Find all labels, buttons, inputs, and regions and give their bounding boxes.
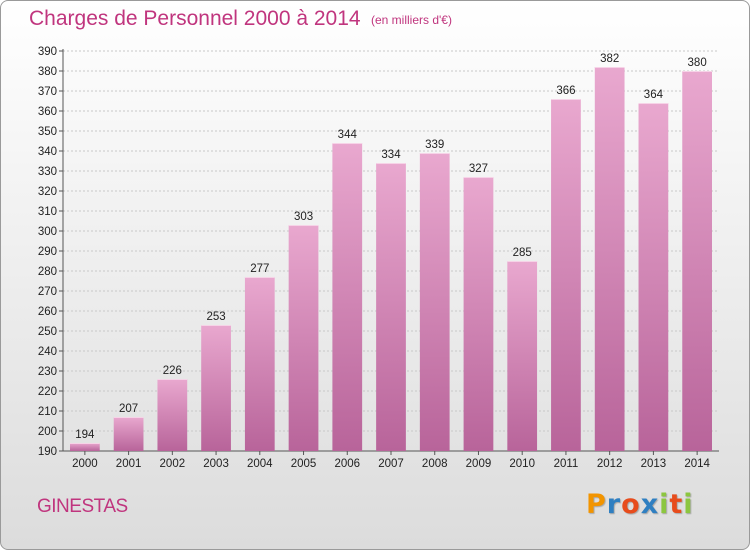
x-tick-label: 2003 [203, 458, 229, 470]
labels: 190 200 210 220 230 240 250 260 270 280 290 300 310 3… [38, 46, 711, 470]
y-tick-label: 340 [38, 146, 57, 158]
x-tick-label: 2008 [422, 458, 448, 470]
bar [507, 261, 538, 451]
y-tick-label: 380 [38, 66, 57, 78]
value-label: 277 [250, 263, 269, 275]
bar [201, 325, 231, 451]
logo-letter: o [621, 489, 641, 520]
x-tick-label: 2014 [684, 458, 710, 470]
bar [638, 103, 669, 451]
y-tick-label: 230 [38, 366, 57, 378]
bars [69, 67, 713, 451]
y-tick-label: 220 [38, 386, 57, 398]
y-tick-label: 360 [38, 106, 57, 118]
x-tick-label: 2005 [291, 458, 317, 470]
y-tick-label: 190 [38, 446, 57, 458]
bar [157, 379, 188, 451]
y-tick-label: 280 [38, 266, 57, 278]
x-tick-label: 2007 [378, 458, 404, 470]
x-tick-label: 2009 [466, 458, 492, 470]
x-tick-label: 2010 [509, 458, 535, 470]
value-label: 380 [688, 57, 707, 69]
chart-subtitle: (en milliers d'€) [371, 13, 452, 27]
value-label: 382 [600, 53, 619, 65]
value-label: 327 [469, 163, 488, 175]
x-tick-label: 2000 [72, 458, 98, 470]
y-tick-label: 290 [38, 246, 57, 258]
value-label: 207 [119, 403, 138, 415]
y-tick-label: 350 [38, 126, 57, 138]
y-tick-label: 370 [38, 86, 57, 98]
y-tick-label: 320 [38, 186, 57, 198]
x-tick-label: 2011 [554, 458, 579, 470]
logo-letter: r [606, 489, 622, 520]
logo-letter: x [640, 489, 660, 520]
y-tick-label: 250 [38, 326, 57, 338]
y-tick-label: 200 [38, 426, 57, 438]
value-label: 344 [338, 129, 358, 141]
y-tick-label: 210 [38, 406, 57, 418]
bar [244, 277, 275, 451]
commune-name: GINESTAS [37, 496, 128, 517]
bar [419, 153, 450, 451]
value-label: 194 [75, 429, 95, 441]
bar [463, 177, 494, 451]
x-tick-label: 2013 [641, 458, 667, 470]
x-tick-label: 2004 [247, 458, 273, 470]
chart-title: Charges de Personnel 2000 à 2014 [29, 7, 361, 30]
bar [551, 99, 581, 451]
value-label: 285 [513, 247, 532, 259]
y-tick-label: 260 [38, 306, 57, 318]
proxiti-logo: Proxiti [586, 489, 694, 520]
logo-letter: t [669, 489, 684, 520]
bar [682, 71, 713, 451]
x-tick-label: 2006 [334, 458, 360, 470]
value-label: 303 [294, 211, 313, 223]
x-tick-label: 2002 [160, 458, 186, 470]
y-tick-label: 270 [38, 286, 57, 298]
x-tick-label: 2001 [116, 458, 142, 470]
logo-letter: i [683, 489, 694, 520]
bar [69, 443, 100, 451]
bar [113, 417, 144, 451]
y-tick-label: 390 [38, 46, 57, 58]
value-label: 334 [381, 149, 401, 161]
x-tick-label: 2012 [597, 458, 623, 470]
y-tick-label: 330 [38, 166, 57, 178]
value-label: 366 [556, 85, 575, 97]
bar [594, 67, 625, 451]
bar [288, 225, 319, 451]
value-label: 364 [644, 89, 664, 101]
logo-letter: P [586, 489, 607, 520]
value-label: 253 [206, 311, 225, 323]
value-label: 339 [425, 139, 444, 151]
y-tick-label: 240 [38, 346, 57, 358]
bar [376, 163, 406, 451]
y-tick-label: 310 [38, 206, 57, 218]
logo-letter: i [659, 489, 670, 520]
y-tick-label: 300 [38, 226, 57, 238]
value-label: 226 [163, 365, 182, 377]
bar [332, 143, 363, 451]
